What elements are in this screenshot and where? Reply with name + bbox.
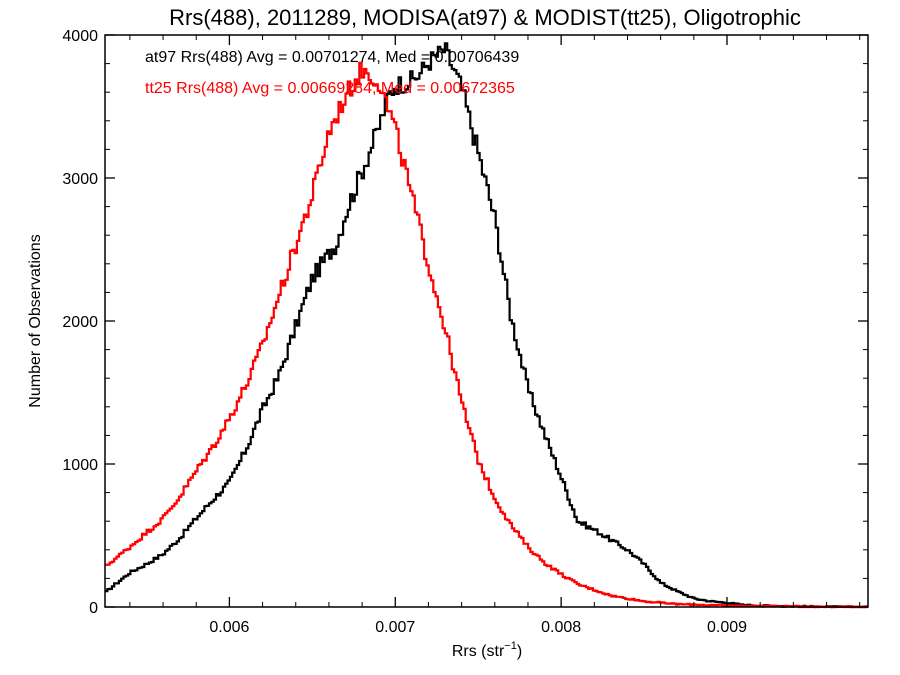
plot-frame — [104, 34, 869, 608]
y-tick-label: 0 — [89, 600, 98, 617]
y-axis-label: Number of Observations — [27, 234, 44, 407]
x-axis-label-superscript: −1 — [504, 640, 517, 652]
y-tick-label: 3000 — [62, 171, 98, 188]
y-tick-label: 4000 — [62, 28, 98, 45]
x-axis-label-main: Rrs (str — [452, 643, 505, 660]
series-at97-line — [105, 42, 868, 609]
ticks-layer: 0.006 0.007 0.008 0.009 0 1000 2000 3000 4000 — [62, 28, 868, 636]
annotation-tt25: tt25 Rrs(488) Avg = 0.00669284, Med = 0.… — [145, 80, 515, 97]
chart-title: Rrs(488), 2011289, MODISA(at97) & MODIST… — [169, 5, 801, 30]
x-axis-label: Rrs (str−1) — [452, 640, 522, 660]
x-axis-label-close: ) — [517, 643, 522, 660]
series-tt25-line — [105, 61, 868, 609]
annotation-at97: at97 Rrs(488) Avg = 0.00701274, Med = 0.… — [145, 49, 519, 66]
x-tick-label: 0.009 — [707, 619, 747, 636]
x-tick-label: 0.008 — [541, 619, 581, 636]
x-tick-label: 0.006 — [209, 619, 249, 636]
y-tick-label: 2000 — [62, 314, 98, 331]
x-tick-label: 0.007 — [375, 619, 415, 636]
series-layer — [105, 42, 868, 609]
y-tick-label: 1000 — [62, 457, 98, 474]
